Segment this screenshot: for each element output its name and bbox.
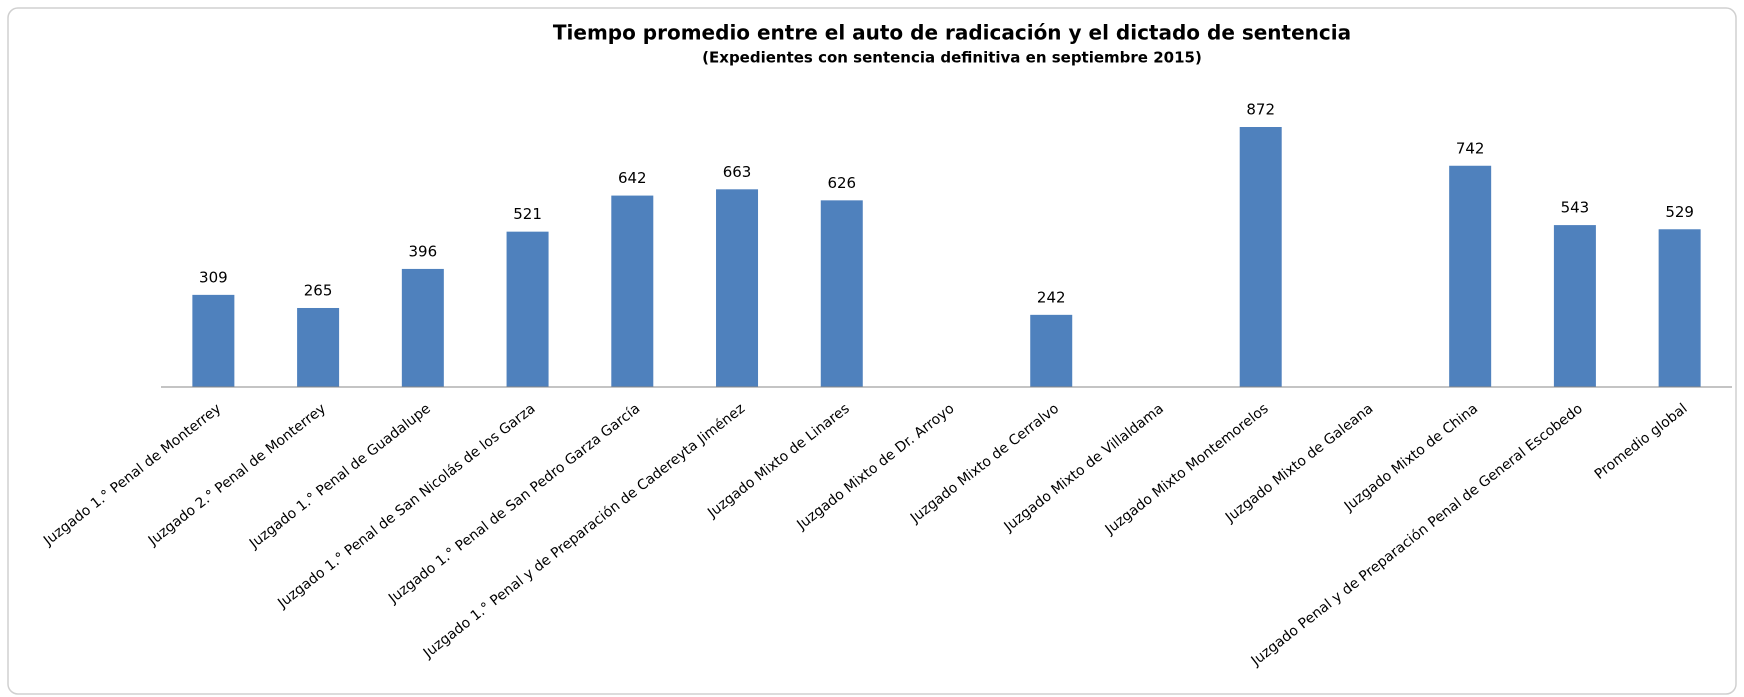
bar xyxy=(1449,165,1492,387)
chart-subtitle: (Expedientes con sentencia definitiva en… xyxy=(702,49,1202,67)
bar xyxy=(611,195,654,387)
value-label: 521 xyxy=(513,205,542,223)
chart-frame xyxy=(7,7,1737,695)
value-label: 742 xyxy=(1456,139,1485,157)
bar xyxy=(1030,314,1073,387)
bar xyxy=(820,200,863,387)
value-label: 626 xyxy=(827,174,856,192)
bar xyxy=(401,268,444,387)
value-label: 529 xyxy=(1665,203,1694,221)
bar xyxy=(716,189,759,387)
bar xyxy=(506,231,549,387)
bar xyxy=(297,307,340,387)
value-label: 242 xyxy=(1037,288,1066,306)
bar xyxy=(1239,127,1282,387)
bar xyxy=(192,294,235,387)
value-label: 543 xyxy=(1561,199,1590,217)
chart-title: Tiempo promedio entre el auto de radicac… xyxy=(553,21,1351,45)
value-label: 396 xyxy=(409,242,438,260)
value-label: 663 xyxy=(723,163,752,181)
bar xyxy=(1553,225,1596,387)
value-label: 872 xyxy=(1246,101,1275,119)
bar xyxy=(1658,229,1701,387)
value-label: 309 xyxy=(199,268,228,286)
value-label: 642 xyxy=(618,169,647,187)
value-label: 265 xyxy=(304,281,333,299)
